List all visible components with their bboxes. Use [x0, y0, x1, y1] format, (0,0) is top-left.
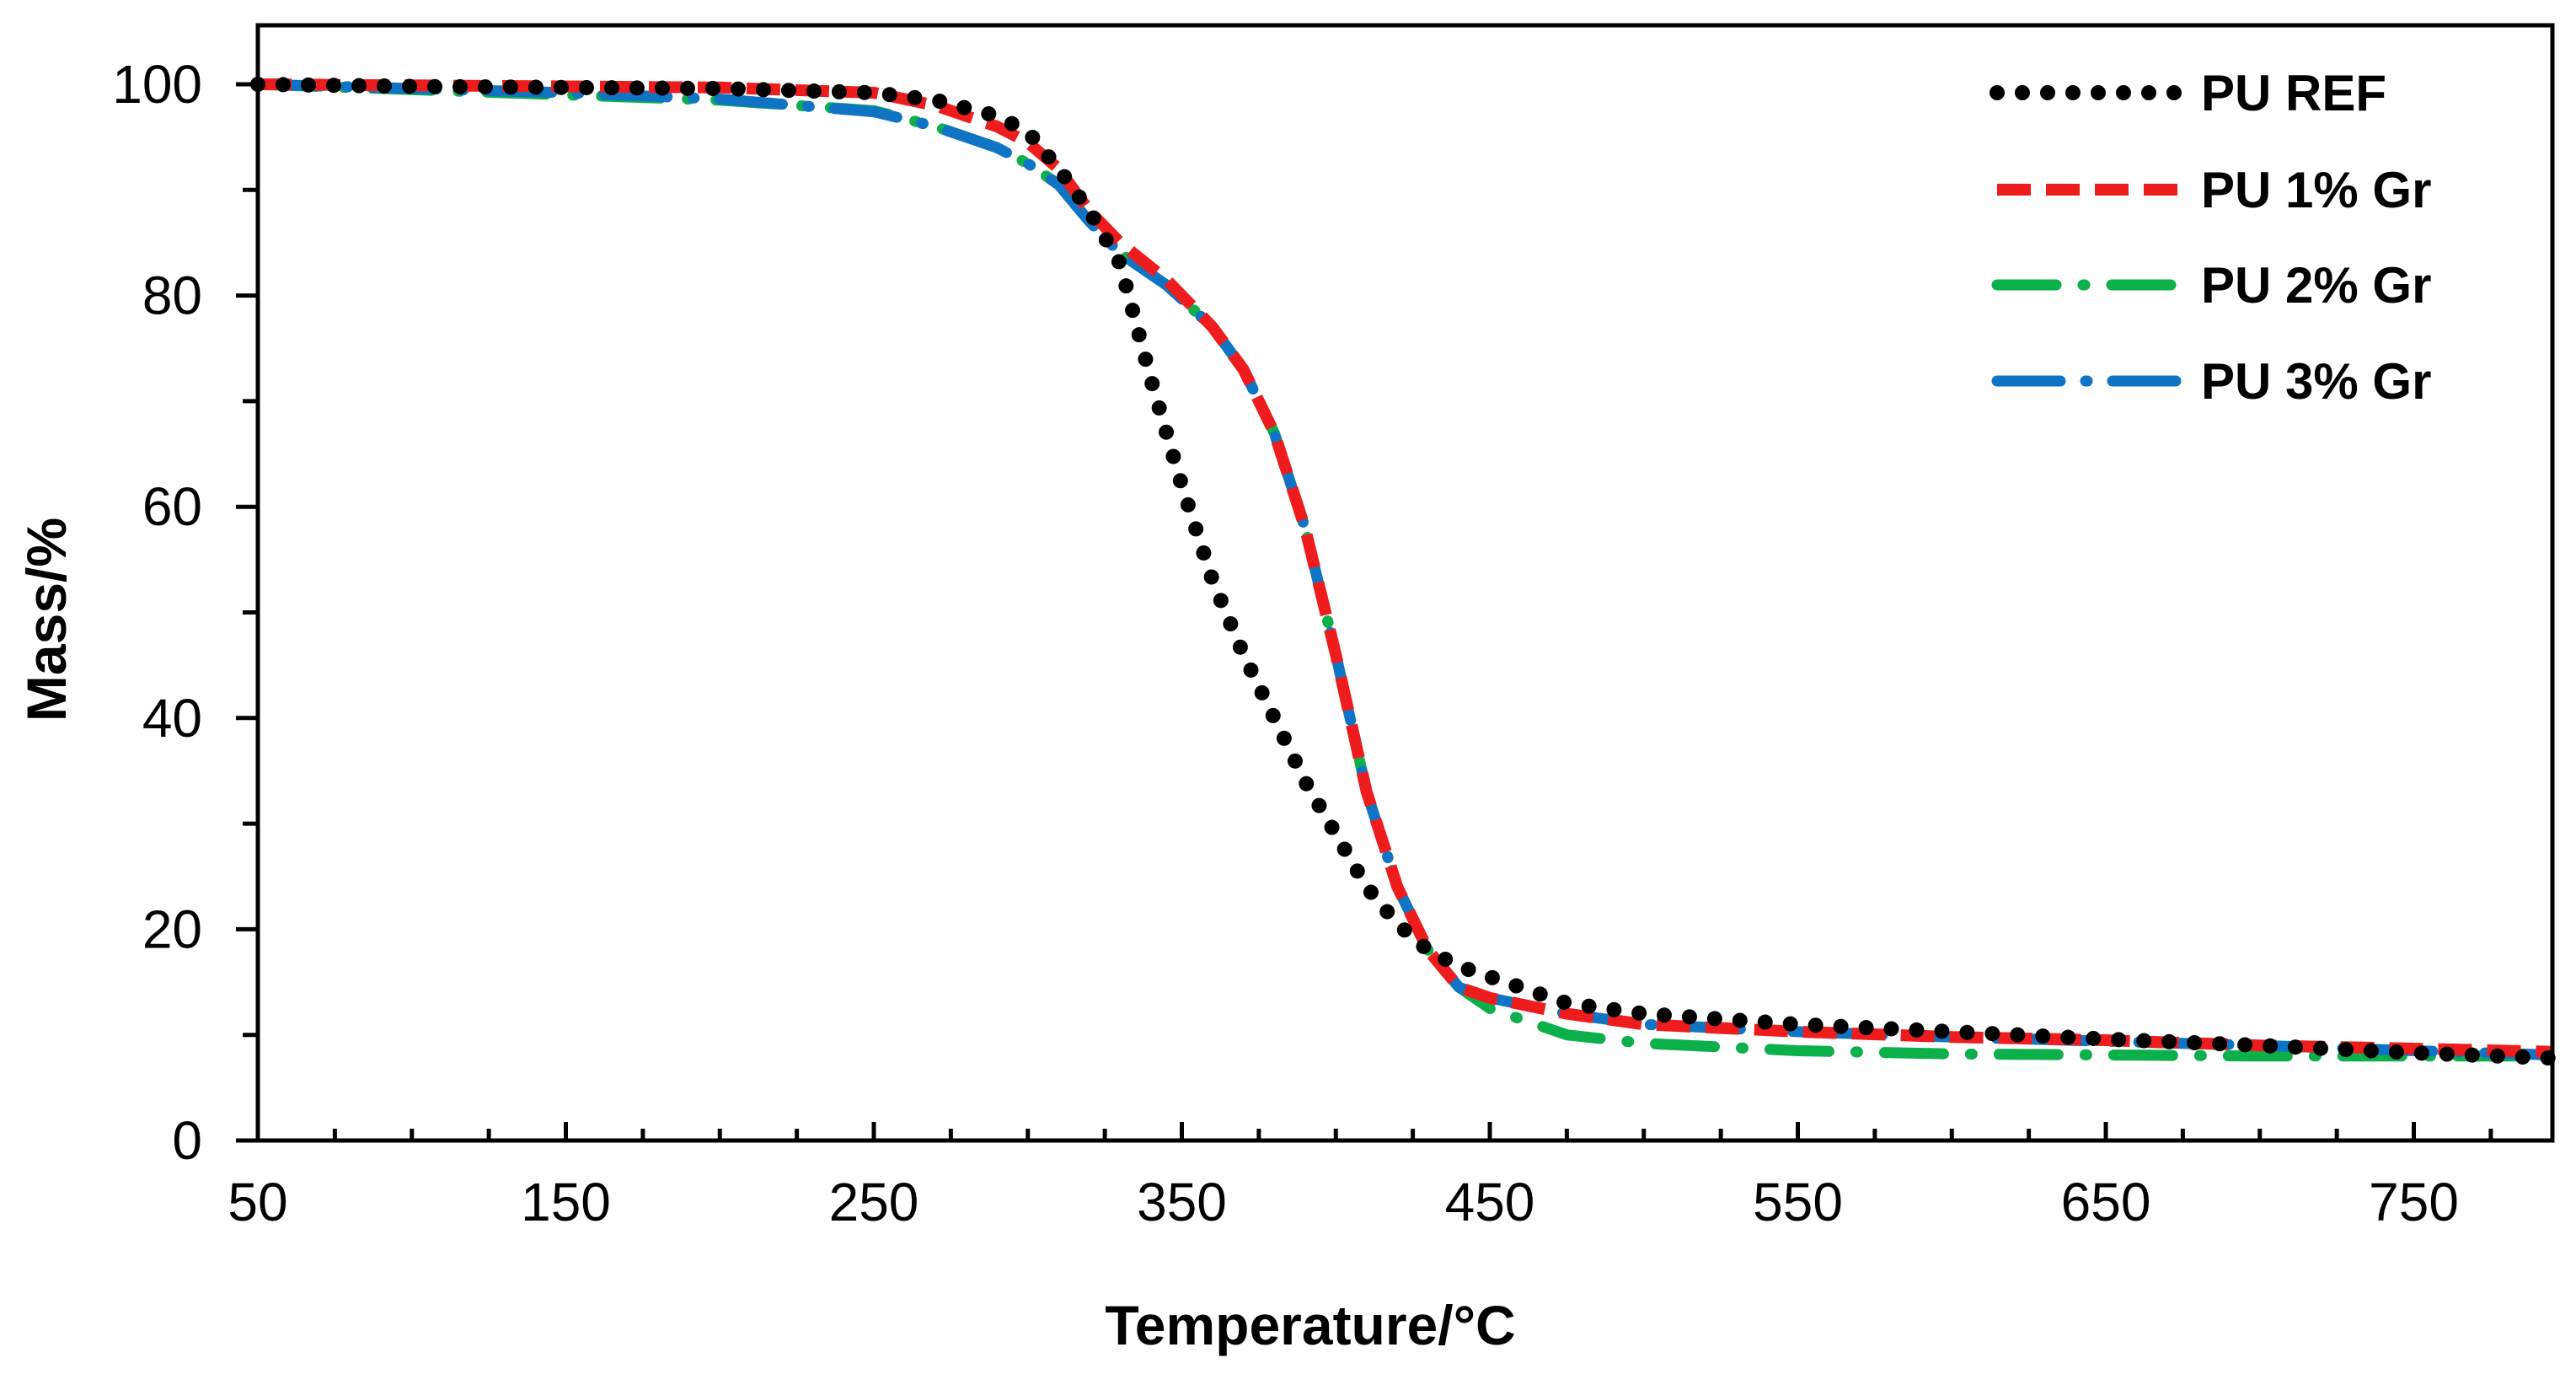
legend: PU REF PU 1% Gr PU 2% Gr PU 3% Gr — [1990, 65, 2431, 410]
x-tick-label: 250 — [829, 1172, 919, 1232]
legend-label: PU 3% Gr — [2201, 353, 2431, 410]
y-axis-title: Mass/% — [15, 518, 78, 722]
x-axis-title: Temperature/°C — [1105, 1294, 1515, 1356]
series-line-pu-1-gr — [257, 78, 2553, 1058]
x-tick-label: 750 — [2369, 1172, 2459, 1232]
legend-label: PU REF — [2201, 65, 2386, 121]
y-tick-label: 80 — [142, 266, 202, 326]
x-tick-label: 350 — [1137, 1172, 1227, 1232]
legend-label: PU 1% Gr — [2201, 162, 2431, 218]
x-tick-label: 550 — [1753, 1172, 1843, 1232]
y-tick-label: 100 — [112, 54, 202, 115]
x-tick-label: 150 — [521, 1172, 611, 1232]
series-layer — [250, 77, 2560, 1066]
y-tick-label: 0 — [172, 1110, 202, 1171]
legend-label: PU 2% Gr — [2201, 257, 2431, 314]
y-tick-label: 40 — [142, 688, 202, 749]
x-tick-label: 50 — [228, 1172, 287, 1232]
y-tick-label: 20 — [142, 899, 202, 959]
x-axis: 50 150 250 350 450 550 650 750 — [228, 1122, 2493, 1232]
x-tick-label: 450 — [1445, 1172, 1535, 1232]
x-tick-label: 650 — [2061, 1172, 2151, 1232]
series-line-pu-ref — [250, 77, 2560, 1066]
y-axis: 0 20 40 60 80 100 — [112, 54, 258, 1171]
plot-frame — [255, 23, 2555, 1143]
y-tick-label: 60 — [142, 476, 202, 537]
